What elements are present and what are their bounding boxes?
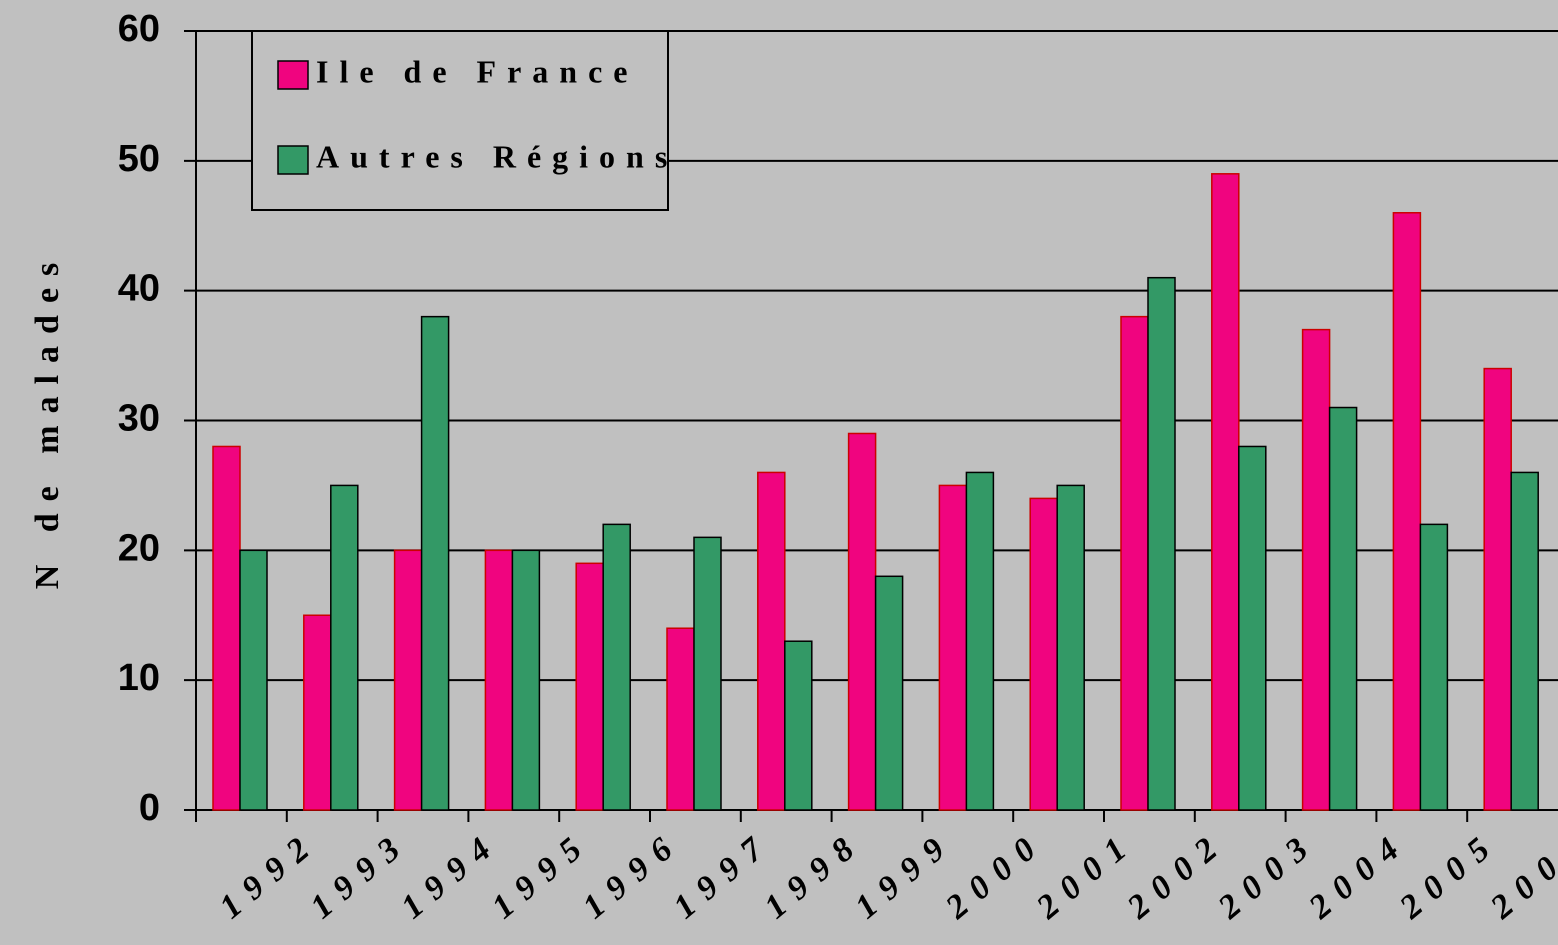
bar xyxy=(965,471,995,811)
bar xyxy=(847,432,877,811)
bar xyxy=(784,640,813,811)
bar xyxy=(693,536,722,811)
y-tick-label: 60 xyxy=(118,8,160,50)
bar xyxy=(1392,212,1422,811)
bar xyxy=(484,549,514,811)
bar xyxy=(330,484,359,811)
y-tick-label: 20 xyxy=(118,527,160,569)
y-tick-label: 40 xyxy=(118,268,160,310)
bar xyxy=(938,484,968,811)
bar xyxy=(1483,367,1512,811)
y-tick-label: 50 xyxy=(118,138,160,180)
bar xyxy=(1211,173,1240,811)
legend-label: Ile de France xyxy=(316,53,639,89)
legend-box xyxy=(251,30,669,211)
y-tick-label: 0 xyxy=(139,787,160,829)
bar xyxy=(874,575,904,811)
bar xyxy=(575,562,604,811)
bar xyxy=(212,445,241,811)
bar xyxy=(1328,406,1358,811)
y-tick-label: 30 xyxy=(118,398,160,440)
bar xyxy=(1029,497,1058,811)
bar xyxy=(602,523,631,811)
bar xyxy=(239,549,268,811)
bar xyxy=(666,627,695,811)
bar xyxy=(1419,523,1449,811)
bar xyxy=(393,549,423,811)
bar xyxy=(757,471,786,811)
bar xyxy=(511,549,541,811)
y-tick-label: 10 xyxy=(118,657,160,699)
bar xyxy=(1120,315,1149,811)
legend-swatch xyxy=(277,145,309,175)
bar xyxy=(1238,445,1267,811)
bar xyxy=(1056,484,1085,811)
legend-swatch xyxy=(277,60,309,90)
bar xyxy=(420,315,450,811)
y-axis-label: N de malades xyxy=(29,251,66,590)
legend-label: Autres Régions xyxy=(316,138,678,174)
bar xyxy=(303,614,332,811)
bar xyxy=(1510,471,1539,811)
bar xyxy=(1301,328,1331,811)
bar xyxy=(1147,276,1176,811)
